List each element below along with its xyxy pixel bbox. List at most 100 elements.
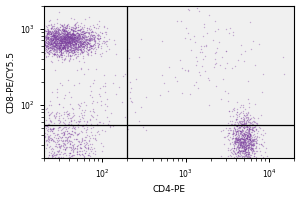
Point	[238, 145, 243, 148]
Point	[70, 156, 75, 159]
Point	[95, 100, 100, 104]
Point	[45, 41, 50, 44]
Point	[50, 42, 54, 45]
Point	[66, 140, 71, 143]
Point	[50, 31, 55, 35]
Point	[249, 150, 254, 153]
Point	[241, 137, 245, 140]
Point	[72, 30, 77, 33]
Point	[55, 52, 59, 56]
Point	[231, 126, 236, 129]
Point	[56, 35, 60, 38]
Point	[48, 40, 53, 43]
Point	[89, 47, 94, 50]
Point	[249, 145, 254, 148]
Point	[207, 103, 212, 106]
Point	[93, 118, 98, 121]
Point	[74, 37, 79, 40]
Point	[68, 135, 73, 138]
Point	[72, 40, 77, 43]
Point	[250, 148, 255, 151]
Point	[70, 35, 75, 38]
Point	[56, 43, 61, 46]
Point	[65, 31, 70, 34]
Point	[45, 136, 50, 139]
Point	[88, 117, 92, 120]
Point	[48, 36, 53, 39]
Point	[81, 56, 85, 59]
Point	[67, 40, 72, 44]
Point	[244, 112, 249, 115]
Point	[172, 76, 177, 79]
Point	[61, 45, 66, 48]
Point	[58, 46, 63, 49]
Point	[51, 42, 56, 45]
Point	[67, 152, 72, 155]
Point	[74, 29, 79, 33]
Point	[82, 40, 86, 43]
Point	[44, 147, 49, 150]
Point	[82, 43, 87, 46]
Point	[47, 49, 52, 52]
Point	[59, 41, 64, 44]
Point	[74, 55, 78, 58]
Point	[81, 42, 86, 45]
Point	[137, 119, 142, 122]
Point	[233, 137, 238, 140]
Point	[72, 40, 77, 43]
Point	[61, 126, 66, 129]
Point	[244, 152, 249, 155]
Point	[54, 39, 58, 42]
Point	[236, 122, 241, 125]
Point	[73, 33, 78, 36]
Point	[64, 38, 69, 41]
Point	[236, 142, 240, 145]
Point	[72, 130, 77, 133]
Point	[238, 125, 243, 129]
Point	[66, 40, 71, 43]
Point	[241, 134, 246, 138]
Point	[242, 113, 247, 116]
Point	[55, 38, 60, 41]
Point	[220, 129, 225, 132]
Point	[71, 111, 76, 114]
Point	[232, 109, 236, 112]
Point	[238, 137, 242, 141]
Point	[58, 41, 63, 44]
Point	[58, 50, 63, 53]
Point	[78, 29, 82, 32]
Point	[51, 36, 56, 39]
Point	[93, 39, 98, 42]
Point	[64, 38, 68, 41]
Point	[69, 37, 74, 40]
Point	[63, 28, 68, 31]
Point	[62, 49, 67, 52]
Point	[53, 43, 58, 46]
Point	[63, 42, 68, 45]
Point	[234, 118, 239, 121]
Point	[70, 33, 74, 36]
Point	[75, 150, 80, 153]
Point	[44, 50, 49, 53]
Point	[85, 34, 90, 38]
Point	[58, 38, 63, 41]
Point	[75, 37, 80, 40]
Point	[54, 33, 59, 36]
Point	[247, 126, 251, 129]
Point	[58, 41, 63, 44]
Point	[74, 37, 79, 41]
Point	[230, 132, 235, 135]
Point	[53, 44, 58, 47]
Point	[73, 47, 78, 50]
Point	[84, 40, 89, 44]
Point	[243, 156, 248, 159]
Point	[235, 139, 240, 142]
Point	[244, 136, 249, 139]
Point	[75, 46, 80, 49]
Point	[85, 44, 90, 47]
Point	[64, 50, 69, 53]
Point	[91, 43, 95, 46]
Point	[245, 119, 250, 122]
Point	[64, 49, 69, 52]
Point	[241, 59, 246, 62]
